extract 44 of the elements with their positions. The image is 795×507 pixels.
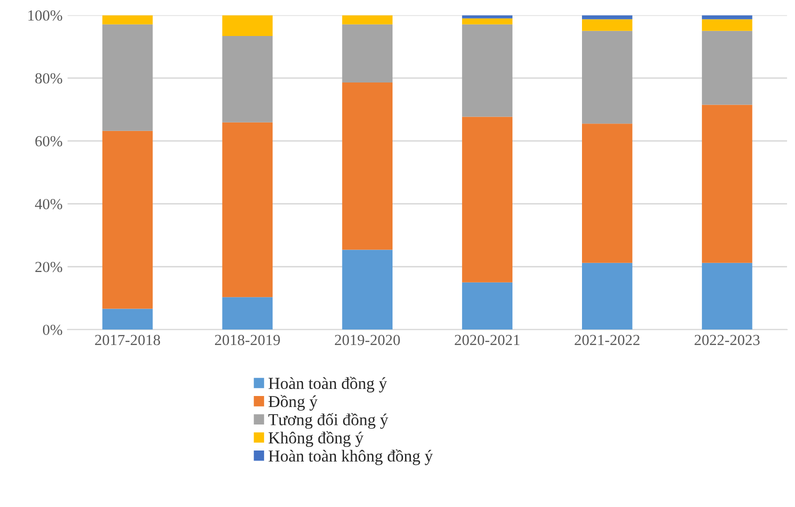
x-tick-label: 2019-2020 xyxy=(334,334,400,346)
x-tick-label: 2022-2023 xyxy=(694,334,760,346)
bar xyxy=(702,15,752,20)
bar xyxy=(462,282,512,330)
x-tick-label: 2017-2018 xyxy=(95,334,160,346)
bar xyxy=(702,19,752,31)
bar xyxy=(582,15,632,20)
bar xyxy=(582,19,632,31)
x-tick-label: 2021-2022 xyxy=(574,334,640,346)
bar xyxy=(702,262,752,330)
bar xyxy=(702,104,752,263)
bar xyxy=(582,124,632,263)
bar xyxy=(582,30,632,124)
bar xyxy=(222,297,273,330)
bar xyxy=(462,116,512,282)
legend-label: Hoàn toàn đồng ý xyxy=(268,376,388,392)
y-tick-label: 0% xyxy=(42,324,62,336)
bar xyxy=(222,15,273,36)
bar xyxy=(342,82,393,250)
x-tick-label: 2020-2021 xyxy=(454,334,520,346)
bar xyxy=(702,30,752,105)
bar xyxy=(342,15,393,24)
y-tick-label: 80% xyxy=(35,73,62,84)
bar xyxy=(102,24,153,131)
legend-label: Tương đối đồng ý xyxy=(268,413,388,429)
bar xyxy=(582,262,632,330)
y-tick-label: 60% xyxy=(35,136,62,146)
bar xyxy=(342,250,393,330)
y-tick-label: 40% xyxy=(35,198,62,210)
bar xyxy=(222,122,273,298)
bar xyxy=(102,130,153,309)
bar xyxy=(222,36,273,122)
legend-label: Đồng ý xyxy=(268,394,318,411)
legend-label: Không đồng ý xyxy=(268,431,364,447)
y-tick-label: 20% xyxy=(35,262,62,272)
bar xyxy=(342,24,393,82)
x-tick-label: 2018-2019 xyxy=(215,334,280,346)
bar xyxy=(102,15,153,24)
bar xyxy=(462,24,512,117)
bar xyxy=(462,15,512,18)
bar xyxy=(102,308,153,330)
bar xyxy=(462,18,512,24)
legend-label: Hoàn toàn không đồng ý xyxy=(268,449,433,466)
y-tick-label: 100% xyxy=(28,10,62,21)
